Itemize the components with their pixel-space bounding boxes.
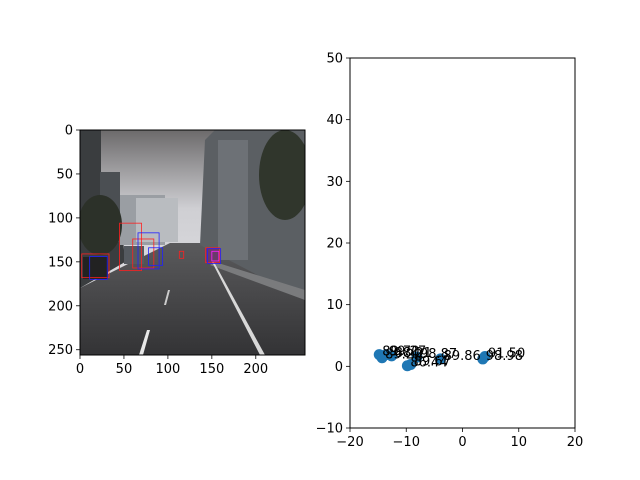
scatter-x-tick-label: 0 bbox=[458, 435, 466, 450]
scatter-y-tick-label: 40 bbox=[326, 113, 343, 128]
image-x-tick-label: 0 bbox=[76, 362, 84, 377]
scatter-point-7 bbox=[411, 351, 423, 363]
scatter-x-tick-label: 20 bbox=[567, 435, 584, 450]
scatter-point-labels: 89.7089.2099.2788.2186.4489.6798.8789.86… bbox=[382, 345, 525, 371]
detection-box-9 bbox=[207, 248, 222, 264]
scatter-y-ticks: −10 0 10 20 30 40 50 bbox=[316, 52, 350, 437]
image-x-tick-label: 150 bbox=[199, 362, 224, 377]
scatter-point-label-4: 88.21 bbox=[395, 346, 432, 361]
scatter-point-label-8: 89.86 bbox=[444, 349, 481, 364]
image-y-tick-label: 150 bbox=[48, 255, 73, 270]
image-y-tick-label: 250 bbox=[48, 343, 73, 358]
street-photo bbox=[80, 130, 305, 355]
scatter-x-tick-label: −20 bbox=[336, 435, 363, 450]
scatter-y-tick-label: 0 bbox=[335, 360, 343, 375]
image-x-ticks: 0 50 100 150 200 bbox=[76, 355, 268, 377]
scatter-point-label-7: 98.87 bbox=[420, 347, 457, 362]
detection-box-7 bbox=[178, 250, 185, 259]
detection-box-10 bbox=[211, 250, 220, 262]
scatter-x-ticks: −20 −10 0 10 20 bbox=[336, 428, 583, 450]
image-y-tick-label: 0 bbox=[65, 124, 73, 139]
scatter-point-label-3: 99.27 bbox=[389, 345, 426, 360]
scatter-y-tick-label: 30 bbox=[326, 175, 343, 190]
scatter-x-tick-label: 10 bbox=[510, 435, 527, 450]
detection-box-4 bbox=[132, 238, 155, 269]
scatter-y-tick-label: 50 bbox=[326, 52, 343, 67]
image-x-tick-label: 100 bbox=[155, 362, 180, 377]
scatter-point-6 bbox=[405, 358, 417, 370]
scatter-point-label-2: 89.20 bbox=[385, 348, 422, 363]
scatter-point-label-6: 89.67 bbox=[414, 354, 451, 369]
detection-box-1 bbox=[81, 253, 110, 279]
detection-box-8 bbox=[205, 247, 221, 264]
image-frame bbox=[79, 129, 306, 356]
scatter-y-tick-label: −10 bbox=[316, 422, 343, 437]
detection-box-3 bbox=[119, 222, 142, 272]
image-y-tick-label: 50 bbox=[56, 167, 73, 182]
scatter-points bbox=[373, 349, 491, 372]
scatter-point-label-5: 86.44 bbox=[410, 356, 447, 371]
scatter-y-tick-label: 10 bbox=[326, 298, 343, 313]
camera-image-panel: 0 50 100 150 200 0 50 100 150 200 250 bbox=[48, 124, 306, 377]
image-y-tick-label: 100 bbox=[48, 211, 73, 226]
image-x-tick-label: 200 bbox=[243, 362, 268, 377]
scatter-point-label-9: 98.98 bbox=[486, 349, 523, 364]
image-y-tick-label: 200 bbox=[48, 299, 73, 314]
detection-box-5 bbox=[137, 232, 160, 270]
detection-box-2 bbox=[89, 256, 108, 280]
detection-boxes bbox=[81, 222, 222, 280]
scatter-point-label-1: 89.70 bbox=[382, 345, 419, 360]
scatter-point-8 bbox=[435, 353, 447, 365]
scatter-point-10 bbox=[479, 350, 491, 362]
image-x-tick-label: 50 bbox=[116, 362, 133, 377]
scatter-frame bbox=[349, 57, 576, 429]
scatter-point-4 bbox=[386, 350, 398, 362]
scatter-x-tick-label: −10 bbox=[393, 435, 420, 450]
scatter-y-tick-label: 20 bbox=[326, 237, 343, 252]
image-y-ticks: 0 50 100 150 200 250 bbox=[48, 124, 80, 358]
scatter-point-label-10: 91.50 bbox=[488, 346, 525, 361]
detection-box-6 bbox=[148, 247, 164, 266]
